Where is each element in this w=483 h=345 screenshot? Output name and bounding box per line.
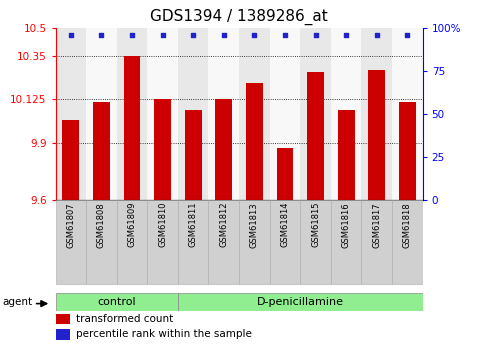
Point bbox=[220, 32, 227, 37]
Bar bbox=[178, 200, 209, 284]
Text: GSM61817: GSM61817 bbox=[372, 202, 381, 248]
Bar bbox=[86, 28, 117, 200]
Point bbox=[403, 32, 411, 37]
Bar bbox=[277, 148, 293, 200]
Text: GSM61815: GSM61815 bbox=[311, 202, 320, 247]
Bar bbox=[209, 28, 239, 200]
Bar bbox=[147, 200, 178, 284]
Title: GDS1394 / 1389286_at: GDS1394 / 1389286_at bbox=[150, 9, 328, 25]
Text: GSM61810: GSM61810 bbox=[158, 202, 167, 247]
Text: D-penicillamine: D-penicillamine bbox=[257, 297, 344, 307]
Bar bbox=[56, 200, 86, 284]
Text: GSM61811: GSM61811 bbox=[189, 202, 198, 247]
Point bbox=[98, 32, 105, 37]
Bar bbox=[300, 28, 331, 200]
Text: GSM61818: GSM61818 bbox=[403, 202, 412, 248]
Bar bbox=[178, 28, 209, 200]
Point bbox=[189, 32, 197, 37]
Bar bbox=[56, 293, 178, 310]
Bar bbox=[338, 110, 355, 200]
Bar bbox=[86, 200, 117, 284]
Bar bbox=[307, 72, 324, 200]
Text: transformed count: transformed count bbox=[76, 314, 173, 324]
Bar bbox=[392, 200, 423, 284]
Point bbox=[312, 32, 319, 37]
Bar bbox=[124, 56, 141, 200]
Text: GSM61809: GSM61809 bbox=[128, 202, 137, 247]
Bar bbox=[300, 200, 331, 284]
Bar bbox=[246, 83, 263, 200]
Bar bbox=[185, 110, 201, 200]
Bar bbox=[239, 200, 270, 284]
Bar bbox=[56, 314, 70, 324]
Bar bbox=[62, 120, 79, 200]
Bar bbox=[56, 28, 86, 200]
Text: GSM61807: GSM61807 bbox=[66, 202, 75, 248]
Bar bbox=[270, 28, 300, 200]
Bar bbox=[117, 200, 147, 284]
Bar bbox=[147, 28, 178, 200]
Bar bbox=[239, 28, 270, 200]
Point bbox=[128, 32, 136, 37]
Bar bbox=[209, 200, 239, 284]
Bar bbox=[178, 293, 423, 310]
Bar bbox=[270, 200, 300, 284]
Point bbox=[67, 32, 75, 37]
Bar bbox=[361, 200, 392, 284]
Text: GSM61816: GSM61816 bbox=[341, 202, 351, 248]
Bar bbox=[392, 28, 423, 200]
Bar bbox=[369, 70, 385, 200]
Text: GSM61814: GSM61814 bbox=[281, 202, 289, 247]
Point bbox=[251, 32, 258, 37]
Bar bbox=[361, 28, 392, 200]
Bar bbox=[331, 28, 361, 200]
Text: control: control bbox=[98, 297, 136, 307]
Bar bbox=[154, 99, 171, 200]
Point bbox=[373, 32, 381, 37]
Point bbox=[159, 32, 167, 37]
Bar bbox=[117, 28, 147, 200]
Bar bbox=[93, 102, 110, 200]
Text: agent: agent bbox=[2, 297, 32, 307]
Text: GSM61813: GSM61813 bbox=[250, 202, 259, 248]
Point bbox=[342, 32, 350, 37]
Point bbox=[281, 32, 289, 37]
Text: percentile rank within the sample: percentile rank within the sample bbox=[76, 329, 252, 339]
Bar bbox=[399, 102, 416, 200]
Bar bbox=[215, 99, 232, 200]
Text: GSM61812: GSM61812 bbox=[219, 202, 228, 247]
Bar bbox=[56, 329, 70, 340]
Text: GSM61808: GSM61808 bbox=[97, 202, 106, 248]
Bar bbox=[331, 200, 361, 284]
